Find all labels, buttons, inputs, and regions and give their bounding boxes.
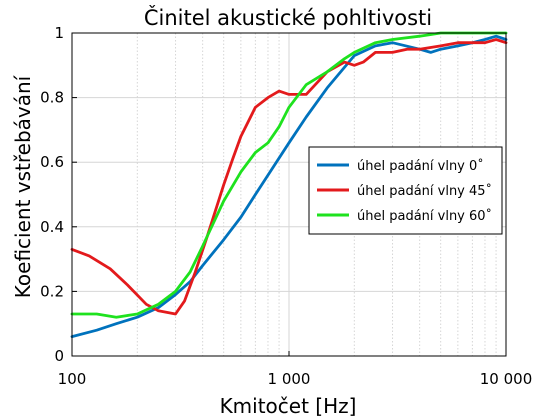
legend-label-1: úhel padání vlny 45˚: [357, 183, 492, 199]
legend-label-0: úhel padání vlny 0˚: [357, 158, 484, 174]
y-axis-label: Koeficient vstřebávání: [11, 74, 35, 298]
legend-label-2: úhel padání vlny 60˚: [357, 208, 492, 224]
series-line-2: [70, 31, 508, 319]
y-tick-label: 0: [54, 347, 64, 365]
y-tick-label: 0.4: [40, 218, 64, 236]
y-tick-label: 1: [54, 24, 64, 42]
x-tick-label: 100: [58, 370, 87, 388]
series-line-0: [70, 34, 508, 338]
y-tick-label: 0.6: [40, 153, 64, 171]
y-tick-label: 0.2: [40, 282, 64, 300]
series-line-1: [70, 38, 508, 316]
y-tick-label: 0.8: [40, 89, 64, 107]
legend: úhel padání vlny 0˚ úhel padání vlny 45˚ ú…: [308, 146, 503, 235]
x-tick-label: 1 000: [268, 370, 311, 388]
series-lines: [70, 31, 508, 338]
x-axis-label: Kmitočet [Hz]: [220, 394, 357, 418]
tick-labels: 100 1 000 10 000 0 0.2 0.4 0.6 0.8 1: [40, 24, 532, 388]
chart-title: Činitel akustické pohltivosti: [144, 5, 432, 30]
x-tick-label: 10 000: [480, 370, 533, 388]
